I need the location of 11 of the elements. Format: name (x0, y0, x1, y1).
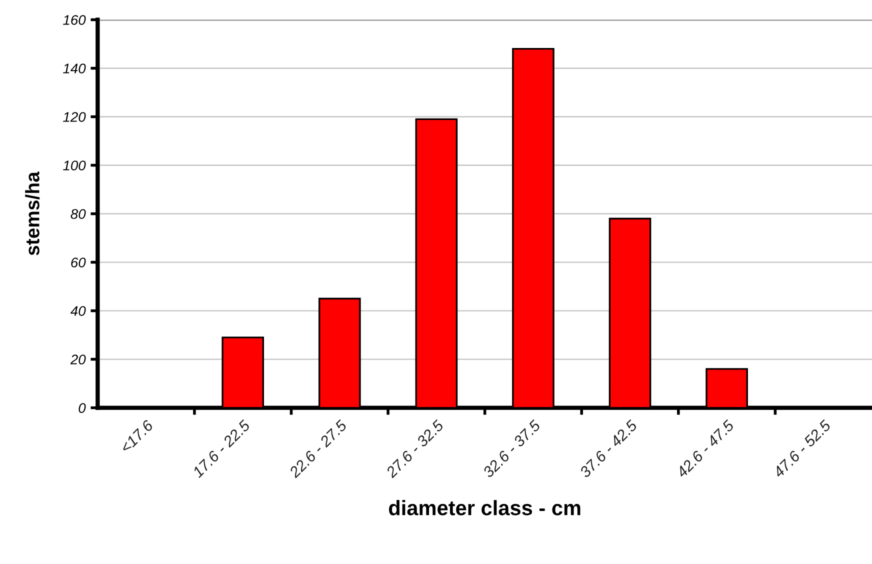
x-axis-title: diameter class - cm (389, 500, 580, 516)
y-tick-label: 60 (71, 258, 86, 268)
y-tick-label: 40 (70, 306, 86, 316)
y-tick-label: 140 (63, 64, 86, 74)
y-axis-title: stems/ha (25, 171, 40, 256)
y-tick-label: 80 (70, 209, 86, 219)
y-tick-label: 100 (63, 160, 86, 170)
y-tick-label: 120 (63, 112, 86, 122)
y-tick-label: 160 (63, 15, 86, 25)
y-tick-label: 20 (70, 354, 86, 364)
y-tick-label: 0 (78, 403, 86, 413)
